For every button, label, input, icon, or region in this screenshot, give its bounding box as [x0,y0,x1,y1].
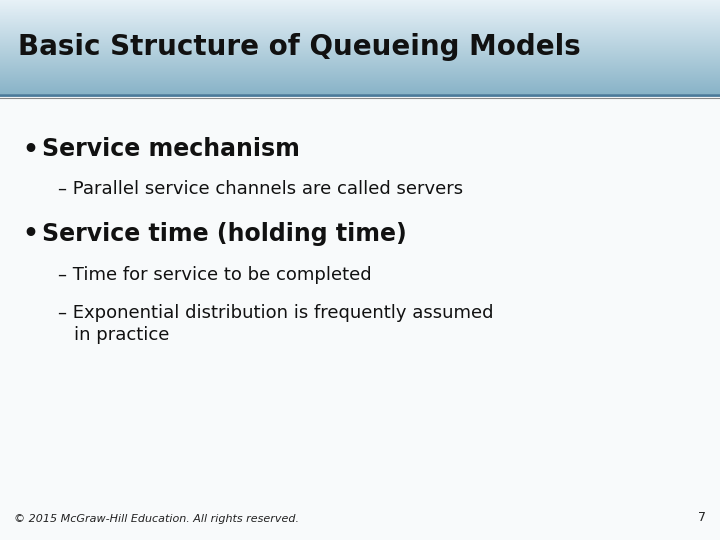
Text: – Parallel service channels are called servers: – Parallel service channels are called s… [58,180,463,199]
Text: •: • [22,138,38,161]
Text: in practice: in practice [74,326,169,343]
Text: Service time (holding time): Service time (holding time) [42,222,407,246]
Text: © 2015 McGraw-Hill Education. All rights reserved.: © 2015 McGraw-Hill Education. All rights… [14,514,299,524]
Text: Service mechanism: Service mechanism [42,138,300,161]
Bar [0,94,720,540]
Text: Basic Structure of Queueing Models: Basic Structure of Queueing Models [18,33,581,61]
Text: •: • [22,222,38,246]
Text: – Exponential distribution is frequently assumed: – Exponential distribution is frequently… [58,303,493,321]
Text: 7: 7 [698,511,706,524]
Text: – Time for service to be completed: – Time for service to be completed [58,266,372,284]
